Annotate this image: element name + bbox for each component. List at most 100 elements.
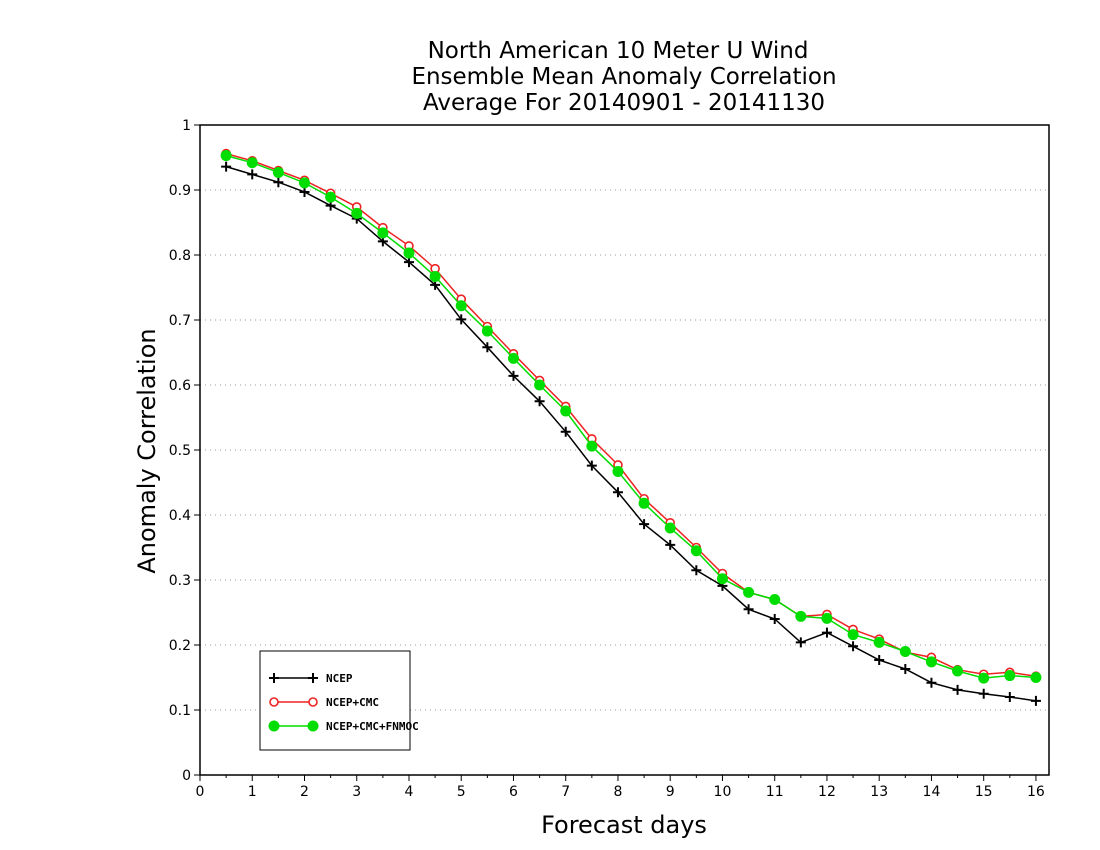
data-point xyxy=(691,565,702,576)
data-point xyxy=(221,161,232,172)
data-point xyxy=(1004,692,1015,702)
data-point xyxy=(612,487,623,498)
series-line xyxy=(225,154,1036,679)
data-point xyxy=(795,637,806,648)
plot-frame xyxy=(199,124,1050,776)
data-point xyxy=(769,594,781,605)
data-point xyxy=(377,227,389,239)
data-point xyxy=(429,270,441,282)
data-point xyxy=(847,629,859,641)
x-tick-label: 12 xyxy=(818,784,836,800)
data-point xyxy=(308,697,318,707)
series-ncep-cmc xyxy=(221,148,1041,682)
data-point xyxy=(456,314,467,325)
x-tick-label: 7 xyxy=(561,784,570,800)
y-tick-label: 0.2 xyxy=(169,638,191,654)
x-tick-label: 14 xyxy=(923,784,941,800)
data-point xyxy=(403,247,415,259)
chart-title-line-3: Average For 20140901 - 20141130 xyxy=(423,90,825,116)
data-point xyxy=(325,191,337,203)
x-tick-label: 1 xyxy=(248,784,257,800)
y-tick-label: 0 xyxy=(182,768,191,784)
data-point xyxy=(220,150,232,162)
legend: NCEP NCEP+CMC NCEP+CMC+FNMOC xyxy=(259,650,419,751)
data-point xyxy=(769,614,780,624)
y-tick-label: 0.3 xyxy=(169,573,191,589)
x-tick-label: 4 xyxy=(405,784,414,800)
legend-label: NCEP+CMC+FNMOC xyxy=(326,720,419,733)
series-line xyxy=(225,165,1037,702)
x-tick-label: 9 xyxy=(666,784,675,800)
data-point xyxy=(926,677,937,688)
x-tick-label: 15 xyxy=(975,784,993,800)
data-point xyxy=(874,654,885,665)
y-tick-label: 0.9 xyxy=(169,183,191,199)
chart-title-line-2: Ensemble Mean Anomaly Correlation xyxy=(411,64,836,90)
y-tick-label: 0.4 xyxy=(169,508,191,524)
data-point xyxy=(298,177,310,189)
x-tick-label: 3 xyxy=(352,784,361,800)
data-point xyxy=(534,379,546,391)
data-point xyxy=(508,370,519,381)
data-point xyxy=(900,664,911,675)
data-point xyxy=(351,207,363,219)
series-ncep-cmc-fnmoc xyxy=(220,150,1042,684)
x-axis-title: Forecast days xyxy=(541,811,707,839)
data-point xyxy=(560,405,572,417)
data-point xyxy=(455,300,467,312)
data-point xyxy=(307,720,319,732)
data-point xyxy=(952,665,964,677)
x-tick-label: 6 xyxy=(509,784,518,800)
data-point xyxy=(743,586,755,598)
data-point xyxy=(246,157,258,169)
data-point xyxy=(899,646,911,657)
legend-box xyxy=(259,650,411,751)
data-point xyxy=(269,673,279,683)
data-point xyxy=(612,465,624,477)
data-point xyxy=(873,636,885,648)
data-point xyxy=(664,522,676,534)
data-point xyxy=(247,169,258,180)
data-point xyxy=(586,460,597,471)
y-tick-label: 0.1 xyxy=(169,703,191,719)
data-point xyxy=(821,612,833,624)
data-point xyxy=(268,720,280,732)
x-tick-label: 0 xyxy=(196,784,205,800)
axes: 00.10.20.30.40.50.60.70.80.910 1 2 3 4 5 6 7 8 9 1… xyxy=(169,118,1050,800)
data-point xyxy=(507,352,519,364)
data-point xyxy=(639,519,650,530)
data-point xyxy=(795,610,807,622)
y-tick-label: 0.7 xyxy=(169,313,191,329)
data-point xyxy=(273,177,284,188)
x-tick-label: 16 xyxy=(1027,784,1045,800)
y-axis-title: Anomaly Correlation xyxy=(133,328,161,573)
x-tick-label: 11 xyxy=(766,784,784,800)
data-point xyxy=(560,426,571,437)
chart-title: North American 10 Meter U Wind Ensemble … xyxy=(411,38,836,116)
data-point xyxy=(586,440,598,452)
data-point xyxy=(665,539,676,550)
x-tick-label: 5 xyxy=(457,784,466,800)
x-tick-label: 10 xyxy=(714,784,732,800)
chart-title-line-1: North American 10 Meter U Wind xyxy=(428,38,809,64)
data-point xyxy=(299,186,310,197)
legend-label: NCEP+CMC xyxy=(326,696,379,709)
data-point xyxy=(716,573,728,585)
data-point xyxy=(925,656,937,668)
data-point xyxy=(821,627,832,638)
data-point xyxy=(534,396,545,407)
data-point xyxy=(978,688,989,699)
data-point xyxy=(638,497,650,509)
gridlines xyxy=(200,189,1049,711)
data-point xyxy=(690,545,702,557)
data-point xyxy=(848,641,859,652)
series-layer xyxy=(220,148,1042,706)
x-tick-label: 8 xyxy=(614,784,623,800)
data-point xyxy=(272,166,284,178)
data-point xyxy=(269,697,279,707)
series-ncep xyxy=(221,161,1041,706)
legend-label: NCEP xyxy=(326,672,353,685)
y-tick-label: 0.8 xyxy=(169,248,191,264)
y-tick-label: 0.6 xyxy=(169,378,191,394)
